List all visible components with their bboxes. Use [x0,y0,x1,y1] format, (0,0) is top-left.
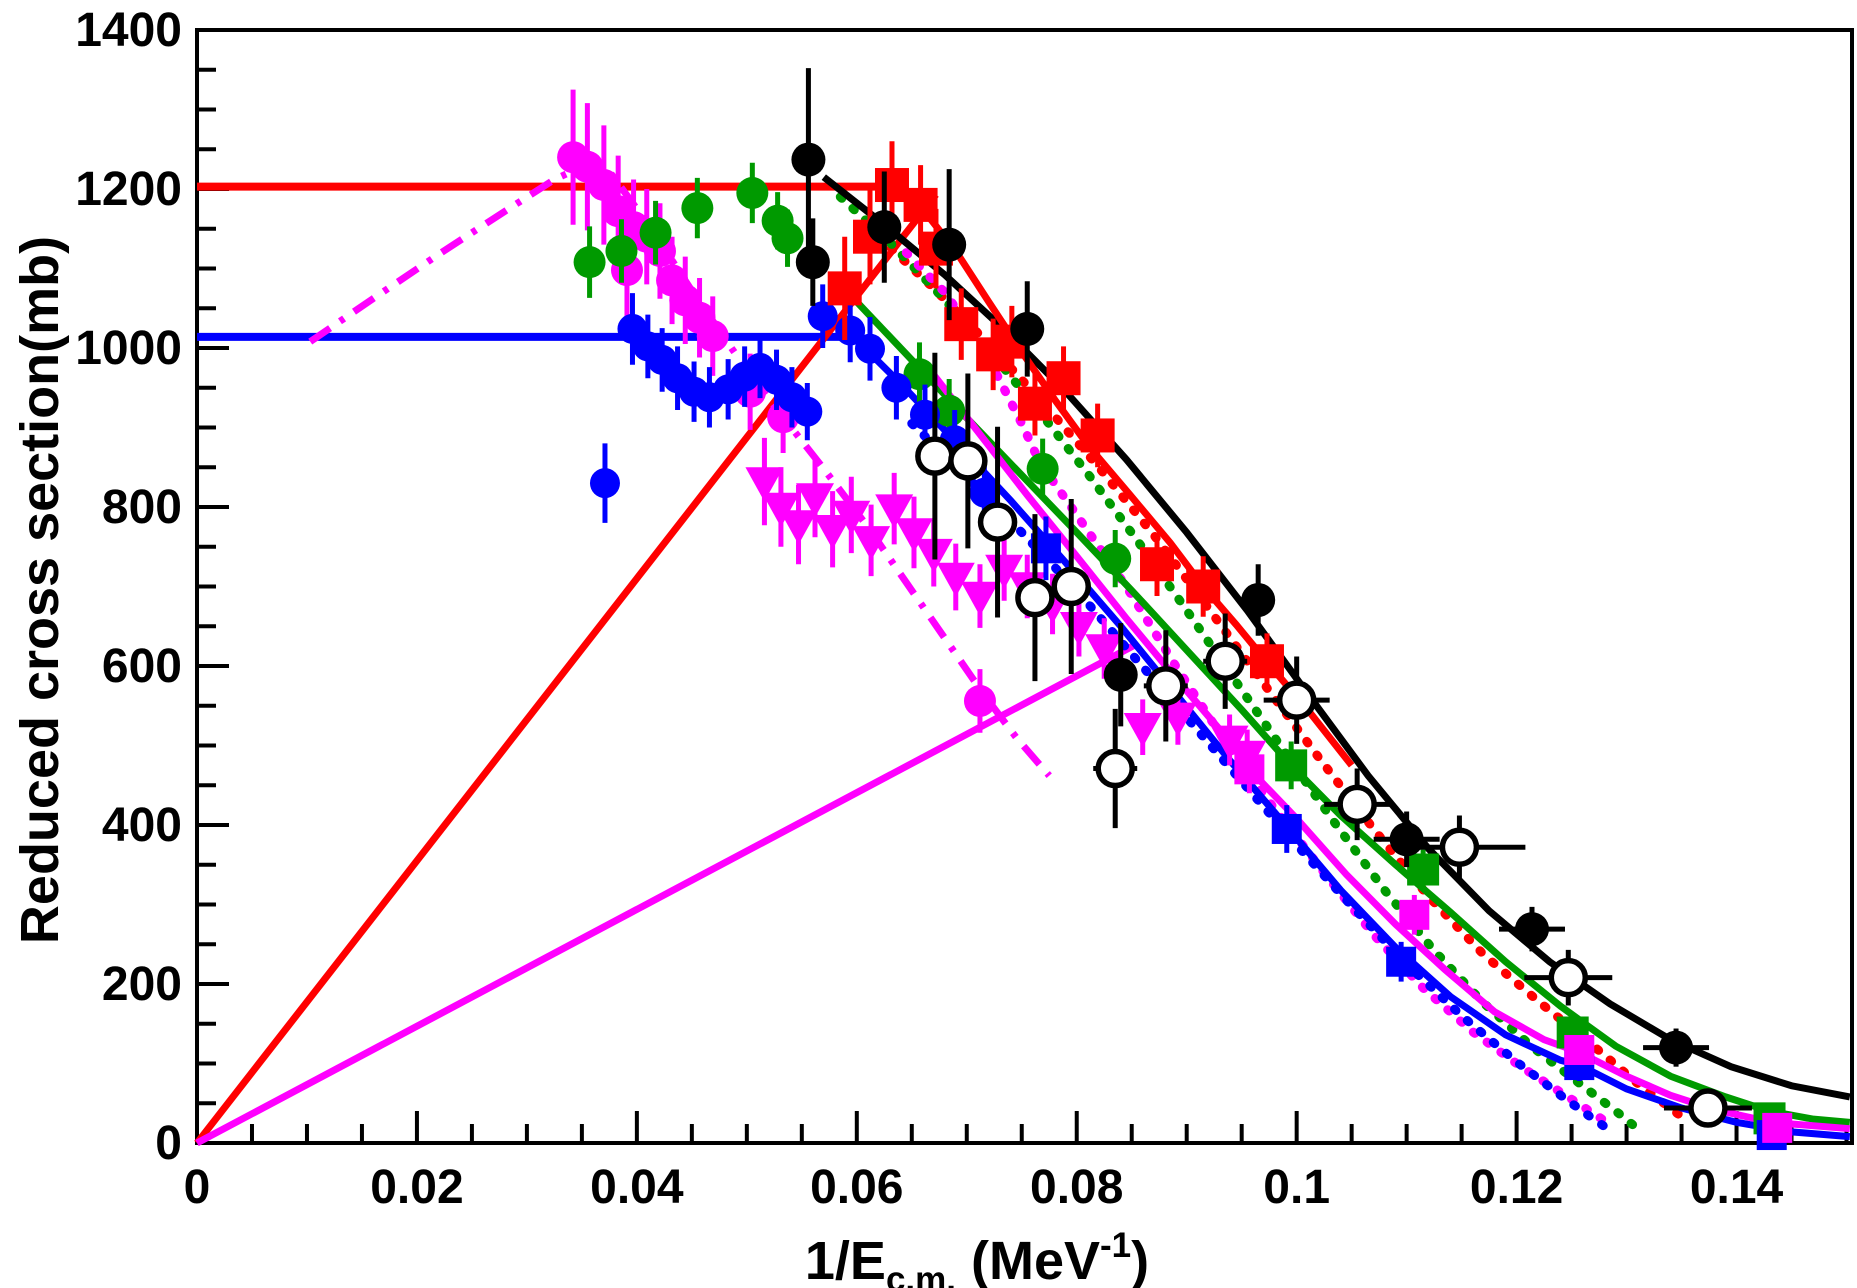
y-tick-label: 200 [102,958,182,1011]
y-tick-label: 400 [102,799,182,852]
y-tick-label: 800 [102,481,182,534]
axis-tick-labels: 0 0.02 0.04 0.06 0.08 0.1 0.12 0.14 0 200 400 600 80… [75,4,1783,1214]
x-axis-title-superscript: -1 [1100,1226,1132,1265]
series-red-squares [827,141,1284,690]
y-axis-title-text: Reduced cross section(mb) [10,235,70,945]
x-tick-label: 0.08 [1030,1161,1123,1214]
x-tick-label: 0.06 [810,1161,903,1214]
y-tick-label: 0 [155,1117,182,1170]
series-magenta-squares [1234,745,1793,1143]
y-tick-label: 1000 [75,322,182,375]
line-magenta-dashdot-curve [308,163,1052,778]
x-axis-title-prefix: 1/E [804,1231,886,1288]
y-axis-title: Reduced cross section(mb) [9,236,71,944]
line-blue-dotted-curve [907,419,1615,1135]
line-blue-solid-curve [851,334,1851,1141]
x-tick-label: 0.04 [590,1161,684,1214]
line-red-rising-line [194,192,939,1146]
x-axis-title-subscript: c.m. [885,1260,956,1288]
x-tick-label: 0 [184,1161,211,1214]
line-magenta-rising-line [195,640,1139,1147]
x-tick-label: 0.02 [370,1161,463,1214]
y-tick-label: 1400 [75,4,182,57]
y-tick-label: 1200 [75,163,182,216]
x-axis-title-suffix: ) [1131,1231,1150,1288]
x-tick-label: 0.12 [1470,1161,1563,1214]
x-tick-label: 0.1 [1263,1161,1330,1214]
series-black-open-circles [915,352,1752,1128]
x-axis-title: 1/Ec.m. (MeV-1) [805,1226,1149,1288]
y-tick-label: 600 [102,640,182,693]
x-axis-title-middle: (MeV [955,1231,1101,1288]
x-tick-label: 0.14 [1690,1161,1784,1214]
series-black-filled-circles [791,68,1710,1067]
line-magenta-solid-curve [925,365,1851,1133]
series-green-circles [573,162,1132,588]
axis-ticks [195,28,1849,1145]
